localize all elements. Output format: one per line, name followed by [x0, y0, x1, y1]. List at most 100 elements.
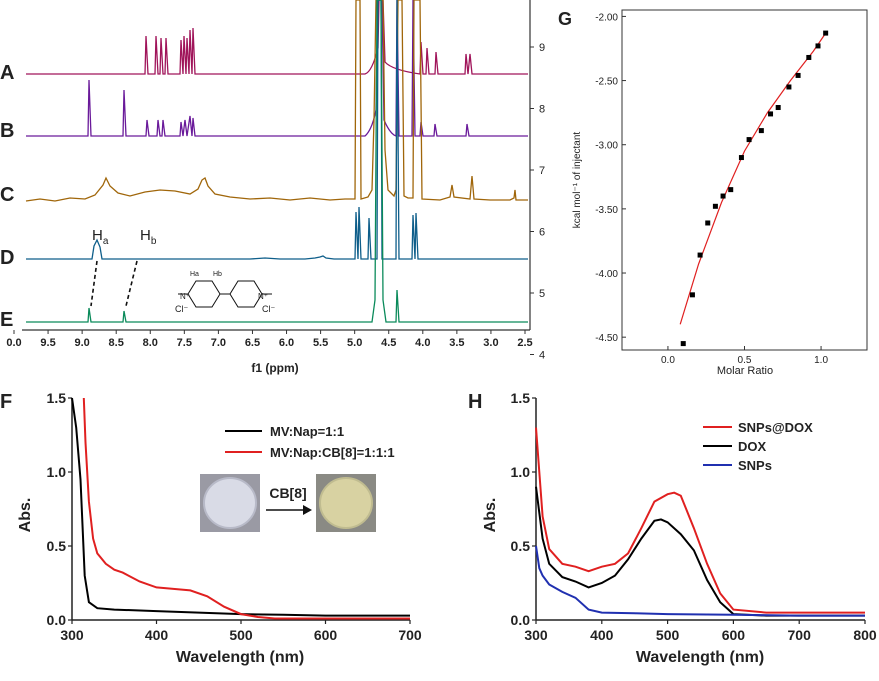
f-x-tick-label: 700	[398, 627, 422, 643]
panel-label-B: B	[0, 120, 14, 142]
g-data-point	[768, 111, 774, 117]
structure-ha-label: Ha	[190, 271, 199, 278]
g-data-point	[738, 155, 744, 161]
nmr-right-tick-label: 4	[539, 350, 545, 362]
nmr-spectrum-E	[26, 0, 528, 323]
panel-H: H 300 400 500 600 700 800 0.0 0.5 1.0 1.5 Abs. Wa…	[468, 390, 877, 666]
nmr-x-label: f1 (ppm)	[251, 361, 298, 375]
f-legend-label-0: MV:Nap=1:1	[270, 424, 344, 439]
nmr-right-tick-label: 8	[539, 104, 545, 116]
methyl-viologen-structure	[178, 280, 272, 308]
g-plot-frame	[621, 9, 868, 351]
f-axis-ticks: 300 400 500 600 700 0.0 0.5 1.0 1.5	[47, 390, 422, 643]
nmr-hb-dash	[125, 260, 138, 307]
g-data-point	[705, 220, 711, 226]
g-data-point	[806, 54, 812, 60]
g-y-tick-label: -3.50	[595, 205, 618, 216]
f-y-tick-label: 0.0	[47, 612, 67, 628]
h-y-label: Abs.	[482, 498, 499, 533]
g-data-point	[689, 292, 695, 298]
f-inset: CB[8]	[200, 474, 376, 532]
h-x-label: Wavelength (nm)	[636, 649, 764, 666]
nmr-right-tick-label: 6	[539, 227, 545, 239]
f-x-tick-label: 400	[145, 627, 169, 643]
f-series-mv-nap-cb8	[82, 397, 410, 620]
nmr-hb-label: Hb	[140, 227, 157, 247]
h-legend: SNPs@DOX DOX SNPs	[703, 420, 813, 473]
g-y-tick-label: -4.50	[595, 333, 618, 344]
f-x-label: Wavelength (nm)	[176, 649, 304, 666]
g-data-point	[823, 30, 829, 36]
h-y-tick-label: 0.0	[511, 612, 531, 628]
structure-cl-right: Cl⁻	[262, 304, 275, 314]
h-x-tick-label: 700	[788, 627, 812, 643]
f-y-tick-label: 0.5	[47, 538, 67, 554]
structure-hb-label: Hb	[213, 271, 222, 278]
g-data-point	[697, 252, 703, 258]
nmr-right-tick-label: 5	[539, 288, 545, 300]
h-x-tick-label: 600	[722, 627, 746, 643]
nmr-spectrum-D	[26, 0, 528, 260]
g-data-point	[775, 105, 781, 111]
g-data-point	[728, 187, 734, 193]
g-data-point	[712, 203, 718, 209]
nmr-x-tick-label: 4.0	[415, 337, 430, 349]
h-series-dox	[535, 486, 865, 617]
vial-photo-before-well	[203, 477, 257, 529]
h-legend-label-0: SNPs@DOX	[738, 420, 813, 435]
g-data-point	[720, 193, 726, 199]
nmr-right-ticks: 9 8 7 6 5 4	[530, 42, 545, 362]
f-y-tick-label: 1.5	[47, 390, 67, 406]
nmr-x-tick-label: 6.5	[245, 337, 260, 349]
h-y-tick-label: 0.5	[511, 538, 531, 554]
nmr-x-tick-label: 5.5	[313, 337, 328, 349]
panel-label-F: F	[0, 391, 12, 413]
nmr-spectrum-B	[26, 0, 528, 137]
g-data-point	[815, 43, 821, 49]
nmr-spectrum-A	[26, 0, 528, 75]
nmr-x-tick-label: 7.5	[177, 337, 192, 349]
nmr-ha-label: Ha	[92, 227, 109, 247]
g-data-point	[758, 128, 764, 134]
h-y-tick-label: 1.0	[511, 464, 531, 480]
f-x-tick-label: 500	[229, 627, 253, 643]
g-x-label: Molar Ratio	[717, 365, 773, 377]
h-series-snps-dox	[535, 427, 865, 614]
nmr-x-tick-label: 9.0	[74, 337, 89, 349]
f-x-tick-label: 600	[314, 627, 338, 643]
panel-label-H: H	[468, 391, 482, 413]
g-data-point	[746, 137, 752, 143]
g-y-tick-label: -2.00	[595, 12, 618, 23]
g-fit-curve	[679, 32, 827, 325]
f-legend-label-1: MV:Nap:CB[8]=1:1:1	[270, 445, 395, 460]
g-x-tick-label: 1.0	[814, 355, 828, 366]
nmr-x-tick-label: 8.0	[143, 337, 158, 349]
g-data-point	[786, 84, 792, 90]
g-y-tick-label: -3.00	[595, 141, 618, 152]
h-series-snps	[535, 545, 865, 617]
f-y-label: Abs.	[17, 498, 34, 533]
g-x-tick-label: 0.5	[738, 355, 752, 366]
h-y-tick-label: 1.5	[511, 390, 531, 406]
nmr-right-tick-label: 9	[539, 42, 545, 54]
nmr-x-tick-label: 4.5	[381, 337, 396, 349]
f-inset-arrowhead	[303, 505, 312, 515]
nmr-spectrum-C	[25, 0, 528, 202]
f-series-mv-nap	[71, 397, 410, 617]
nmr-x-tick-label: 6.0	[279, 337, 294, 349]
structure-n-right: N⁺	[258, 292, 268, 301]
f-legend: MV:Nap=1:1 MV:Nap:CB[8]=1:1:1	[225, 424, 395, 460]
nmr-ha-dash	[90, 260, 98, 307]
nmr-x-tick-label: 5.0	[347, 337, 362, 349]
h-legend-label-2: SNPs	[738, 458, 772, 473]
g-y-tick-label: -4.00	[595, 269, 618, 280]
g-axis-ticks: 0.0 0.5 1.0 -2.00 -2.50 -3.00 -3.50 -4.00 -4.50	[595, 12, 828, 366]
panel-label-G: G	[558, 9, 572, 29]
nmr-x-tick-label: 2.5	[517, 337, 532, 349]
nmr-x-tick-label: 9.5	[40, 337, 55, 349]
h-x-tick-label: 300	[524, 627, 548, 643]
h-x-tick-label: 500	[656, 627, 680, 643]
h-x-tick-label: 800	[853, 627, 877, 643]
g-x-tick-label: 0.0	[661, 355, 675, 366]
